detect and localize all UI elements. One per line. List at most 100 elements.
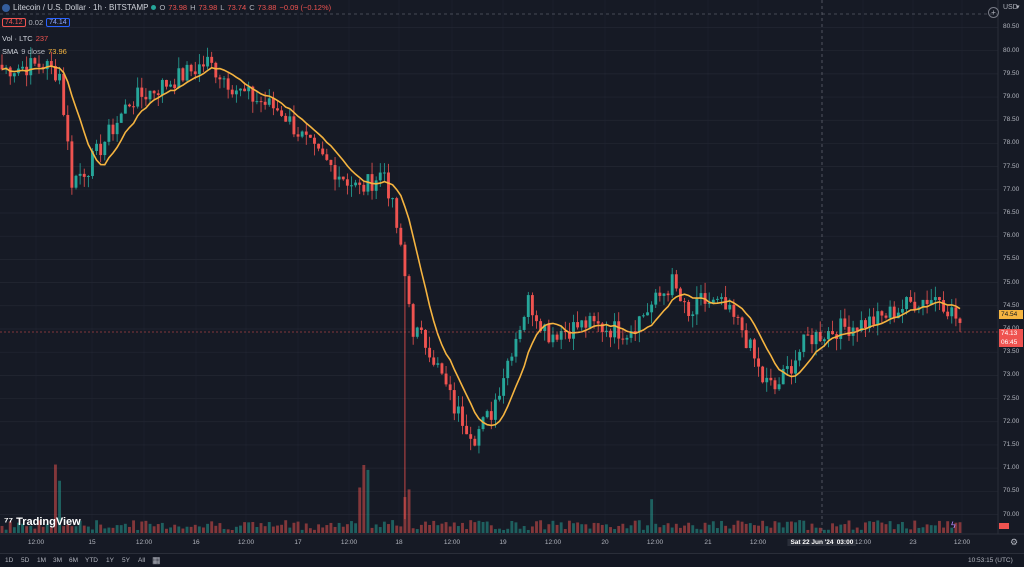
volume-bar bbox=[547, 524, 551, 533]
candle-body bbox=[12, 73, 16, 77]
volume-bar bbox=[752, 525, 756, 533]
range-button-3m[interactable]: 3M bbox=[53, 557, 63, 564]
volume-bar bbox=[687, 522, 691, 533]
price-tick-label: 71.00 bbox=[1003, 464, 1020, 472]
calendar-range-icon[interactable]: ▦ bbox=[152, 555, 161, 565]
volume-bar bbox=[576, 522, 580, 533]
candle-body bbox=[629, 331, 633, 338]
sma-legend[interactable]: SMA 9 close 73.96 bbox=[2, 47, 67, 56]
volume-bar bbox=[165, 528, 168, 533]
price-tick-label: 73.00 bbox=[1003, 371, 1020, 379]
volume-bar bbox=[736, 520, 740, 533]
range-button-ytd[interactable]: YTD bbox=[85, 557, 98, 564]
range-button-5y[interactable]: 5Y bbox=[122, 557, 130, 564]
candle-body bbox=[276, 108, 279, 111]
candle-body bbox=[777, 384, 781, 390]
candle-body bbox=[477, 429, 481, 446]
volume-bar bbox=[489, 525, 493, 533]
volume-bar bbox=[872, 521, 876, 533]
tradingview-logo[interactable]: ⁷⁷ TradingView bbox=[4, 516, 81, 528]
candle-body bbox=[362, 184, 366, 192]
volume-legend[interactable]: Vol · LTC 237 bbox=[2, 34, 48, 43]
candle-body bbox=[547, 324, 551, 343]
candle-body bbox=[267, 98, 271, 105]
candle-body bbox=[806, 334, 810, 336]
volume-bar bbox=[144, 520, 148, 533]
candle-body bbox=[633, 331, 637, 333]
volume-bar bbox=[905, 528, 908, 533]
volume-bar bbox=[107, 527, 111, 533]
candle-body bbox=[432, 357, 436, 365]
volume-bar bbox=[111, 527, 115, 533]
volume-bar bbox=[267, 522, 271, 533]
candle-body bbox=[650, 304, 654, 313]
volume-bar bbox=[456, 526, 460, 533]
candle-body bbox=[530, 295, 534, 316]
volume-bar bbox=[818, 527, 822, 533]
candle-body bbox=[744, 330, 748, 349]
volume-bar bbox=[115, 525, 119, 533]
volume-bar bbox=[33, 528, 37, 533]
chevron-down-icon[interactable]: ▾ bbox=[1016, 4, 1020, 11]
volume-bar bbox=[444, 522, 448, 533]
candle-body bbox=[382, 172, 386, 174]
volume-bar bbox=[399, 526, 403, 533]
volume-bar bbox=[592, 522, 596, 533]
candle-body bbox=[641, 315, 645, 317]
volume-bar bbox=[74, 526, 78, 533]
candle-body bbox=[177, 68, 181, 89]
volume-bar bbox=[559, 522, 563, 533]
volume-bar bbox=[25, 526, 29, 533]
volume-bar bbox=[715, 528, 719, 533]
spread-value: 0.02 bbox=[28, 18, 44, 27]
time-tick-label: 21 bbox=[704, 539, 712, 546]
volume-bar bbox=[740, 521, 744, 533]
volume-bar bbox=[374, 524, 378, 533]
candle-body bbox=[938, 297, 941, 301]
volume-bar bbox=[415, 529, 419, 533]
volume-bar bbox=[345, 524, 349, 533]
sma-line bbox=[1, 65, 961, 427]
high-label: H bbox=[190, 3, 196, 12]
candle-body bbox=[489, 411, 493, 420]
currency-label[interactable]: USD bbox=[1003, 4, 1018, 11]
candle-body bbox=[958, 318, 962, 323]
candle-body bbox=[909, 297, 913, 302]
volume-bar bbox=[831, 523, 834, 533]
symbol-title[interactable]: Litecoin / U.S. Dollar · 1h · BITSTAMP bbox=[13, 3, 149, 12]
buy-price-button[interactable]: 74.14 bbox=[46, 18, 70, 27]
volume-bar bbox=[876, 520, 880, 533]
time-tick-label: 23 bbox=[909, 539, 917, 546]
volume-bar bbox=[296, 521, 300, 533]
range-button-1y[interactable]: 1Y bbox=[106, 557, 114, 564]
sma-label: SMA bbox=[2, 47, 19, 56]
candle-body bbox=[358, 182, 362, 185]
sell-price-button[interactable]: 74.12 bbox=[2, 18, 26, 27]
volume-bar bbox=[888, 521, 892, 533]
volume-bar bbox=[938, 520, 941, 533]
range-button-1m[interactable]: 1M bbox=[37, 557, 47, 564]
candle-body bbox=[193, 71, 197, 75]
candle-body bbox=[687, 301, 691, 316]
utc-clock[interactable]: 10:53:15 (UTC) bbox=[968, 557, 1013, 564]
volume-bar bbox=[407, 489, 411, 533]
volume-bar bbox=[744, 523, 748, 533]
range-button-6m[interactable]: 6M bbox=[69, 557, 79, 564]
volume-bar bbox=[391, 520, 395, 533]
candle-body bbox=[555, 334, 559, 340]
candle-body bbox=[769, 377, 773, 381]
price-tick-label: 80.50 bbox=[1003, 23, 1020, 31]
candle-body bbox=[259, 101, 263, 103]
lightning-icon[interactable]: ϟ bbox=[951, 520, 956, 530]
range-button-5d[interactable]: 5D bbox=[21, 557, 30, 564]
settings-gear-icon[interactable]: ⚙ bbox=[1010, 537, 1019, 547]
volume-bar bbox=[855, 527, 859, 533]
volume-bar bbox=[300, 529, 304, 533]
range-button-all[interactable]: All bbox=[138, 557, 146, 564]
volume-bar bbox=[234, 526, 238, 533]
plus-icon[interactable]: + bbox=[988, 7, 999, 18]
volume-bar bbox=[633, 520, 637, 533]
candle-body bbox=[621, 338, 625, 340]
range-button-1d[interactable]: 1D bbox=[5, 557, 14, 564]
